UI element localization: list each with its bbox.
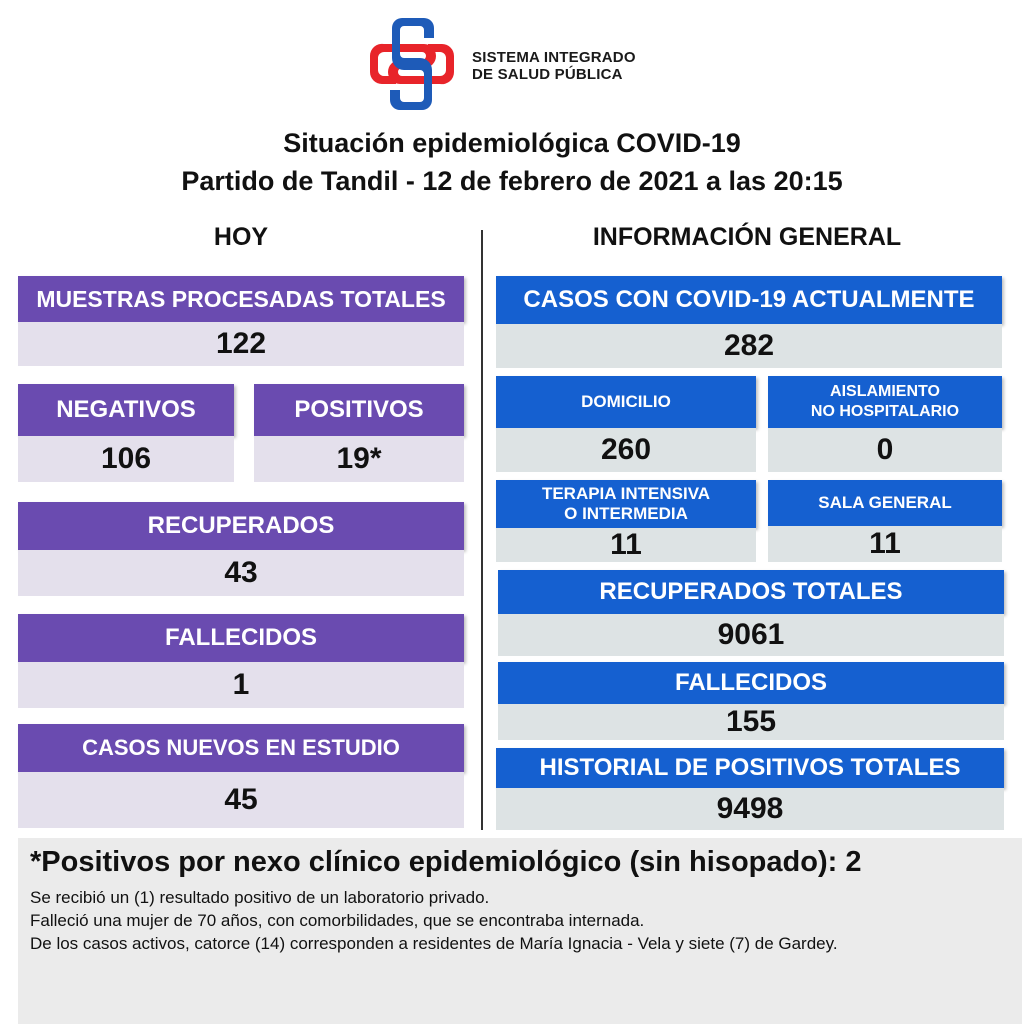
muestras-label: MUESTRAS PROCESADAS TOTALES (18, 276, 464, 322)
note-line-1: Se recibió un (1) resultado positivo de … (30, 888, 490, 907)
logo-text-line1: SISTEMA INTEGRADO (472, 49, 636, 66)
muestras-value: 122 (18, 322, 464, 366)
note-heading: *Positivos por nexo clínico epidemiológi… (30, 846, 862, 878)
fallecidos-hoy-label: FALLECIDOS (18, 614, 464, 662)
hoy-heading: HOY (213, 223, 269, 251)
historial-value: 9498 (496, 788, 1004, 830)
sistema-integrado-logo (369, 18, 455, 110)
sala-general-label: SALA GENERAL (768, 480, 1002, 526)
historial-label: HISTORIAL DE POSITIVOS TOTALES (496, 748, 1004, 788)
positivos-label: POSITIVOS (254, 384, 464, 436)
fallecidos-hoy-value: 1 (18, 662, 464, 708)
notes-panel: *Positivos por nexo clínico epidemiológi… (18, 838, 1022, 1024)
terapia-label-line1: TERAPIA INTENSIVA (541, 484, 711, 503)
recuperados-value: 43 (18, 550, 464, 596)
casos-nuevos-label: CASOS NUEVOS EN ESTUDIO (18, 724, 464, 772)
domicilio-label: DOMICILIO (496, 376, 756, 428)
aislamiento-label: AISLAMIENTO NO HOSPITALARIO (768, 376, 1002, 428)
terapia-value: 11 (496, 528, 756, 562)
aislamiento-label-line1: AISLAMIENTO (830, 383, 940, 400)
page-subtitle: Partido de Tandil - 12 de febrero de 202… (181, 166, 843, 196)
fallecidos-totales-label: FALLECIDOS (498, 662, 1004, 704)
column-divider (481, 230, 483, 830)
note-line-2: Falleció una mujer de 70 años, con comor… (30, 911, 645, 930)
recuperados-totales-value: 9061 (498, 614, 1004, 656)
fallecidos-totales-value: 155 (498, 704, 1004, 740)
note-line-3: De los casos activos, catorce (14) corre… (30, 934, 838, 953)
casos-actuales-value: 282 (496, 324, 1002, 368)
positivos-value: 19* (254, 436, 464, 482)
aislamiento-value: 0 (768, 428, 1002, 472)
recuperados-totales-label: RECUPERADOS TOTALES (498, 570, 1004, 614)
aislamiento-label-line2: NO HOSPITALARIO (810, 403, 960, 420)
terapia-label-line2: O INTERMEDIA (564, 504, 688, 523)
sala-general-value: 11 (768, 526, 1002, 562)
recuperados-label: RECUPERADOS (18, 502, 464, 550)
terapia-label: TERAPIA INTENSIVA O INTERMEDIA (496, 480, 756, 528)
casos-actuales-label: CASOS CON COVID-19 ACTUALMENTE (496, 276, 1002, 324)
casos-nuevos-value: 45 (18, 772, 464, 828)
negativos-value: 106 (18, 436, 234, 482)
domicilio-value: 260 (496, 428, 756, 472)
page-title: Situación epidemiológica COVID-19 (283, 128, 741, 158)
general-heading: INFORMACIÓN GENERAL (592, 223, 902, 251)
logo-text-line2: DE SALUD PÚBLICA (472, 66, 623, 83)
negativos-label: NEGATIVOS (18, 384, 234, 436)
